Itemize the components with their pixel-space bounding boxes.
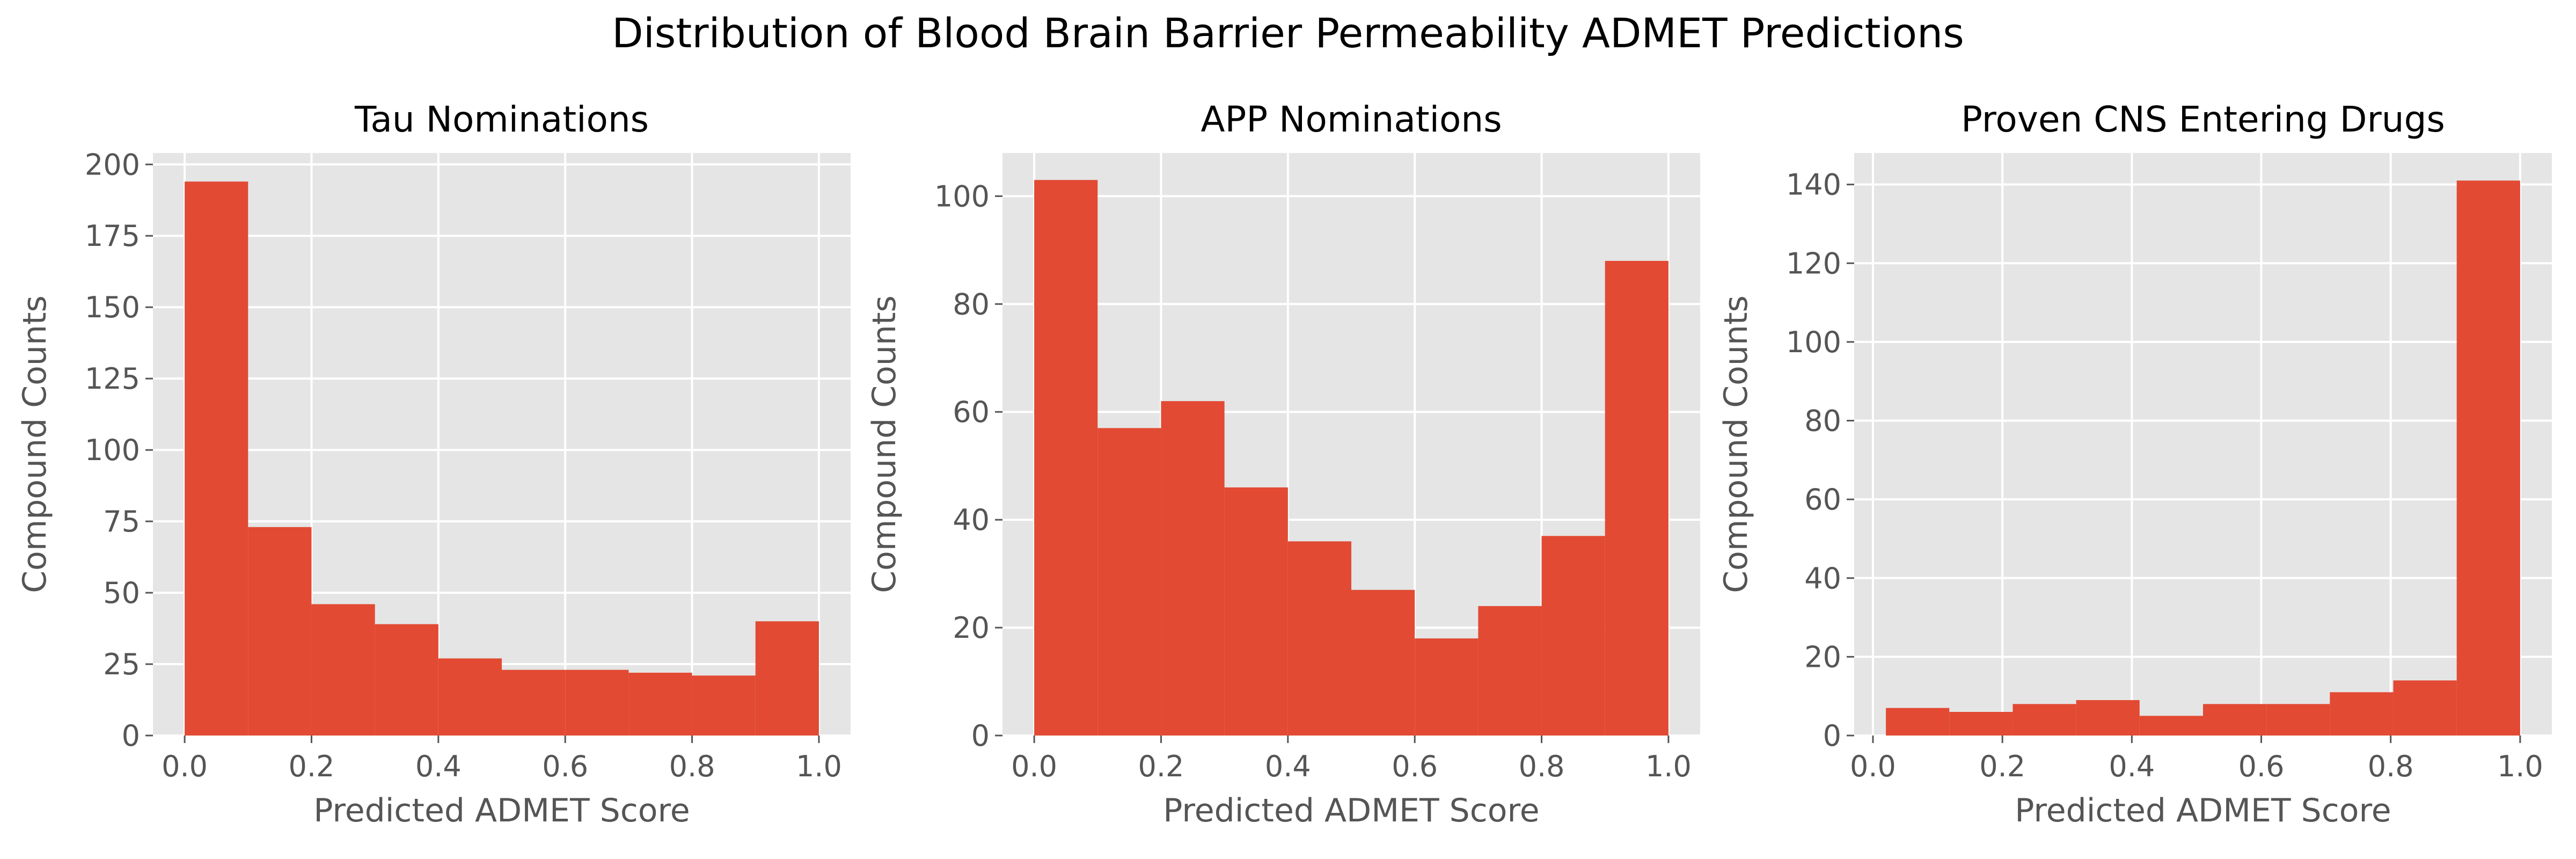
histogram-bar xyxy=(375,624,438,736)
x-tick-label: 0.4 xyxy=(2109,749,2155,783)
histogram-bar xyxy=(1224,487,1288,736)
histogram-bar xyxy=(692,675,756,736)
y-tick-label: 0 xyxy=(971,719,990,753)
histogram-bar xyxy=(2012,704,2076,736)
figure-title: Distribution of Blood Brain Barrier Perm… xyxy=(612,9,1964,57)
histogram-bar xyxy=(565,669,629,736)
x-tick-label: 0.8 xyxy=(1519,749,1565,783)
y-tick-label: 100 xyxy=(85,433,140,467)
histogram-bar xyxy=(1415,638,1479,736)
histogram-bar xyxy=(2076,700,2140,736)
y-axis-label: Compound Counts xyxy=(1717,295,1755,593)
histogram-bar xyxy=(2456,180,2520,736)
x-tick-label: 0.8 xyxy=(669,749,715,783)
y-tick-label: 20 xyxy=(1804,640,1841,674)
subplot-title: Tau Nominations xyxy=(354,99,649,140)
x-tick-label: 0.6 xyxy=(1392,749,1438,783)
subplot-3: 0.0 0.2 0.4 0.6 0.8 1.0 0 20 40 60 80 100 120 140 Prov… xyxy=(1717,99,2552,829)
histogram-bar xyxy=(185,181,248,736)
histogram-bar xyxy=(1605,260,1668,736)
x-axis-label: Predicted ADMET Score xyxy=(1163,792,1539,829)
x-tick-label: 1.0 xyxy=(2497,749,2543,783)
subplots: 0.0 0.2 0.4 0.6 0.8 1.00255075100125150175200… xyxy=(16,99,2552,829)
subplot-1: 0.0 0.2 0.4 0.6 0.8 1.0 0 25 50 75 100 125 150 175 200… xyxy=(16,99,851,829)
x-tick-label: 1.0 xyxy=(796,749,842,783)
x-tick-label: 0.0 xyxy=(1850,749,1896,783)
y-tick-label: 125 xyxy=(85,362,140,396)
y-tick-label: 200 xyxy=(85,148,140,181)
y-tick-label: 60 xyxy=(1804,483,1841,516)
y-tick-label: 150 xyxy=(85,290,140,324)
histogram-bar xyxy=(2139,716,2203,736)
histogram-bar xyxy=(248,527,312,736)
histogram-bar xyxy=(1886,708,1950,736)
x-tick-label: 0.4 xyxy=(415,749,462,783)
histogram-bar xyxy=(628,672,692,736)
histogram-bar xyxy=(1161,401,1225,736)
x-axis-label: Predicted ADMET Score xyxy=(313,792,690,829)
y-tick-label: 50 xyxy=(103,576,140,610)
subplot-2: 0.0 0.2 0.4 0.6 0.8 1.0 0 20 40 60 80 100 APP Nomina… xyxy=(866,99,1700,829)
y-tick-label: 75 xyxy=(103,505,140,538)
subplot-title: Proven CNS Entering Drugs xyxy=(1961,99,2445,140)
histogram-bar xyxy=(1097,428,1161,736)
x-tick-label: 0.0 xyxy=(1011,749,1057,783)
histogram-bar xyxy=(2330,692,2394,736)
y-tick-label: 40 xyxy=(953,503,990,537)
x-tick-label: 0.8 xyxy=(2368,749,2414,783)
y-tick-label: 0 xyxy=(1823,719,1841,753)
x-tick-label: 0.2 xyxy=(1979,749,2025,783)
y-tick-label: 0 xyxy=(122,719,140,753)
y-tick-label: 140 xyxy=(1786,168,1841,202)
histogram-bar xyxy=(1287,541,1351,736)
plot-area xyxy=(1854,153,2552,736)
y-tick-label: 40 xyxy=(1804,562,1841,595)
x-tick-label: 0.2 xyxy=(1138,749,1184,783)
y-tick-label: 100 xyxy=(1786,325,1841,359)
histogram-bar xyxy=(1351,589,1415,736)
x-tick-label: 0.6 xyxy=(2238,749,2285,783)
x-tick-label: 0.0 xyxy=(162,749,208,783)
y-tick-label: 80 xyxy=(953,287,990,321)
y-tick-label: 25 xyxy=(103,647,140,681)
y-tick-label: 100 xyxy=(934,179,990,213)
histogram-bar xyxy=(2266,704,2330,736)
y-axis-label: Compound Counts xyxy=(16,295,54,593)
x-tick-label: 0.2 xyxy=(289,749,335,783)
y-tick-label: 20 xyxy=(953,611,990,645)
histogram-bar xyxy=(2393,680,2457,736)
histogram-bar xyxy=(502,669,566,736)
y-axis-label: Compound Counts xyxy=(866,295,903,593)
x-tick-label: 0.4 xyxy=(1265,749,1311,783)
histogram-bar xyxy=(1949,712,2013,736)
subplot-title: APP Nominations xyxy=(1201,99,1502,140)
histogram-bar xyxy=(1034,180,1098,736)
histogram-bar xyxy=(2203,704,2267,736)
y-tick-label: 120 xyxy=(1786,246,1841,280)
histogram-bar xyxy=(438,658,502,736)
x-axis-label: Predicted ADMET Score xyxy=(2015,792,2391,829)
histogram-bar xyxy=(311,604,375,736)
histogram-bar xyxy=(1478,606,1542,736)
x-tick-label: 1.0 xyxy=(1645,749,1692,783)
histogram-bar xyxy=(1541,536,1605,736)
y-tick-label: 175 xyxy=(85,219,140,253)
x-tick-label: 0.6 xyxy=(542,749,588,783)
histogram-bar xyxy=(755,621,819,736)
y-tick-label: 60 xyxy=(953,395,990,429)
y-tick-label: 80 xyxy=(1804,404,1841,438)
